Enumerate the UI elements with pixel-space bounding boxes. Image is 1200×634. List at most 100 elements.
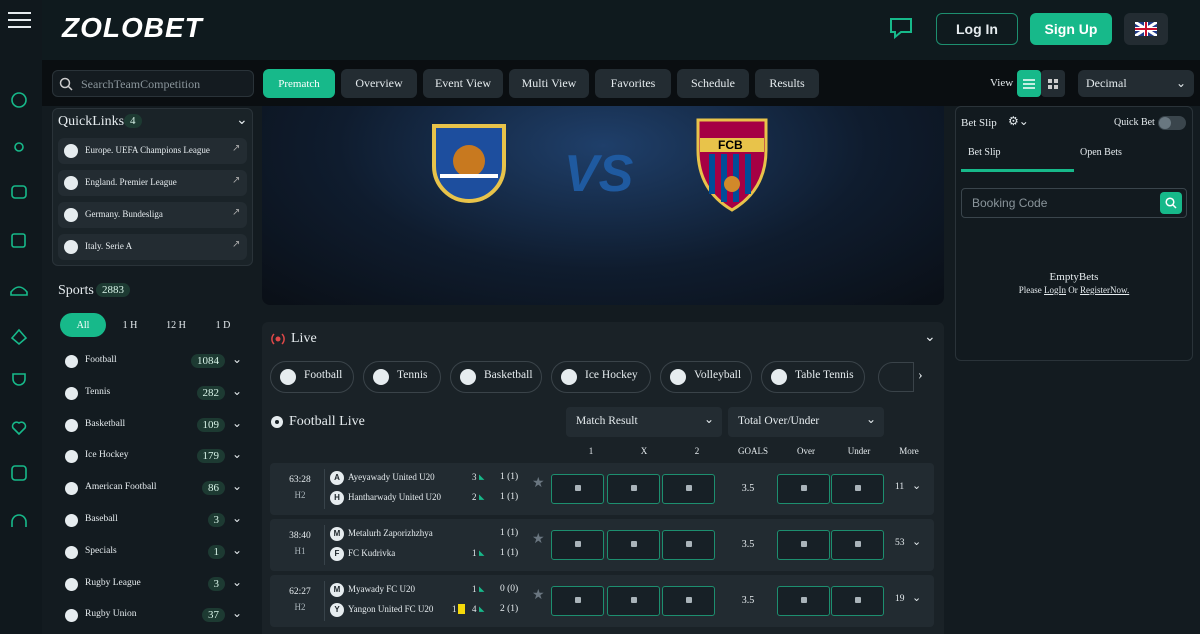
- signup-button[interactable]: Sign Up: [1030, 13, 1112, 45]
- grid-view-button[interactable]: [1041, 70, 1065, 97]
- time-filter[interactable]: 1 H: [122, 319, 138, 331]
- sport-tab[interactable]: Tennis: [363, 361, 441, 393]
- sport-icon: [65, 514, 78, 527]
- quick-bet-toggle[interactable]: [1158, 116, 1186, 130]
- sport-name[interactable]: Specials: [85, 545, 117, 556]
- quicklink-row[interactable]: [58, 170, 247, 196]
- sport-name[interactable]: American Football: [85, 482, 157, 493]
- open-icon[interactable]: ↗: [232, 143, 241, 154]
- odds-locked[interactable]: [777, 474, 830, 504]
- sport-tab[interactable]: Football: [270, 361, 354, 393]
- quicklink-row[interactable]: [58, 138, 247, 164]
- sport-name[interactable]: Football: [85, 355, 117, 365]
- corner-flag: ◣: [479, 493, 485, 501]
- quicklink-row[interactable]: [58, 202, 247, 228]
- toolbar-tab[interactable]: Favorites: [595, 69, 671, 98]
- sport-name[interactable]: Rugby League: [85, 577, 141, 588]
- chevron[interactable]: ⌄: [232, 511, 243, 525]
- team-score: 1 (1): [500, 528, 519, 538]
- odds-locked[interactable]: [551, 474, 604, 504]
- toolbar-tab[interactable]: Schedule: [677, 69, 749, 98]
- sport-tab[interactable]: Table Tennis: [761, 361, 865, 393]
- market-select[interactable]: Match Result ⌄: [566, 407, 722, 437]
- chevron[interactable]: ⌄: [912, 480, 922, 492]
- openbets-tab[interactable]: Open Bets: [1080, 147, 1122, 158]
- sport-tab[interactable]: Volleyball: [660, 361, 752, 393]
- team-name: Yangon United FC U20: [348, 604, 434, 614]
- odds-locked[interactable]: [551, 586, 604, 616]
- collapse-icon[interactable]: ⌄: [924, 330, 936, 345]
- odds-locked[interactable]: [607, 474, 660, 504]
- lock-icon: [631, 485, 637, 491]
- time-filter[interactable]: All: [60, 313, 106, 337]
- chevron[interactable]: ⌄: [232, 479, 243, 494]
- chevron[interactable]: ⌄: [232, 574, 243, 589]
- odds-locked[interactable]: [777, 530, 830, 560]
- sport-name[interactable]: Tennis: [85, 386, 111, 397]
- login-button[interactable]: Log In: [936, 13, 1018, 45]
- favorite-star[interactable]: ★: [532, 588, 545, 603]
- odds-locked[interactable]: [777, 586, 830, 616]
- booking-search-button[interactable]: [1160, 192, 1182, 214]
- time-filter[interactable]: 1 D: [215, 319, 231, 331]
- more-markets[interactable]: 19: [895, 594, 905, 604]
- list-view-button[interactable]: [1017, 70, 1041, 97]
- chevron[interactable]: ⌄: [232, 447, 243, 462]
- chevron[interactable]: ⌄: [912, 592, 922, 604]
- more-markets[interactable]: 53: [895, 538, 905, 548]
- time-filter[interactable]: 12 H: [166, 319, 186, 331]
- odds-locked[interactable]: [662, 586, 715, 616]
- favorite-star[interactable]: ★: [532, 476, 545, 491]
- odds-locked[interactable]: [607, 586, 660, 616]
- chevron[interactable]: ⌄: [232, 542, 243, 557]
- scroll-right[interactable]: ›: [918, 368, 923, 383]
- language-button[interactable]: [1124, 13, 1168, 45]
- toolbar-tab[interactable]: Multi View: [509, 69, 589, 98]
- odds-locked[interactable]: [831, 586, 884, 616]
- ball-icon: [64, 176, 78, 190]
- favorite-star[interactable]: ★: [532, 532, 545, 547]
- quicklink-row[interactable]: [58, 234, 247, 260]
- odds-format-select[interactable]: Decimal ⌄: [1078, 70, 1194, 97]
- goals-line: 3.5: [741, 595, 755, 606]
- sport-name[interactable]: Baseball: [85, 514, 118, 524]
- sport-tab[interactable]: Ice Hockey: [551, 361, 651, 393]
- odds-locked[interactable]: [831, 474, 884, 504]
- market-select[interactable]: Total Over/Under ⌄: [728, 407, 884, 437]
- sport-name[interactable]: Ice Hockey: [85, 450, 129, 461]
- register-link[interactable]: RegisterNow.: [1080, 285, 1130, 295]
- chevron[interactable]: ⌄: [232, 383, 243, 398]
- toolbar-tab[interactable]: Overview: [341, 69, 417, 98]
- toolbar-tab[interactable]: Event View: [423, 69, 503, 98]
- odds-locked[interactable]: [831, 530, 884, 560]
- odds-locked[interactable]: [662, 530, 715, 560]
- odds-locked[interactable]: [662, 474, 715, 504]
- chat-icon[interactable]: [888, 16, 914, 40]
- sport-tab[interactable]: Basketball: [450, 361, 542, 393]
- search-input[interactable]: SearchTeamCompetition: [52, 70, 254, 97]
- chevron[interactable]: ⌄: [232, 352, 243, 366]
- open-icon[interactable]: ↗: [232, 207, 241, 218]
- toolbar-tab[interactable]: Results: [755, 69, 819, 98]
- odds-locked[interactable]: [551, 530, 604, 560]
- betslip-tab[interactable]: Bet Slip: [968, 147, 1001, 158]
- column-header: Over: [797, 446, 815, 456]
- login-link[interactable]: LogIn: [1044, 285, 1067, 295]
- logo[interactable]: ZOLOBET: [62, 12, 203, 43]
- sport-name[interactable]: Basketball: [85, 418, 126, 429]
- odds-locked[interactable]: [607, 530, 660, 560]
- chevron[interactable]: ⌄: [912, 536, 922, 548]
- column-header: GOALS: [737, 446, 768, 456]
- booking-code-input[interactable]: Booking Code: [961, 188, 1187, 218]
- match-period: H2: [294, 490, 306, 500]
- chevron[interactable]: ⌄: [232, 415, 243, 430]
- more-markets[interactable]: 11: [895, 482, 905, 492]
- chevron[interactable]: ⌄: [232, 606, 243, 621]
- more-sports[interactable]: [878, 362, 914, 392]
- toolbar-tab[interactable]: Prematch: [263, 69, 335, 98]
- collapse-icon[interactable]: ⌄: [236, 113, 248, 128]
- sport-name[interactable]: Rugby Union: [85, 609, 137, 620]
- open-icon[interactable]: ↗: [232, 175, 241, 186]
- settings-icon[interactable]: ⚙⌄: [1008, 114, 1029, 128]
- open-icon[interactable]: ↗: [232, 239, 241, 250]
